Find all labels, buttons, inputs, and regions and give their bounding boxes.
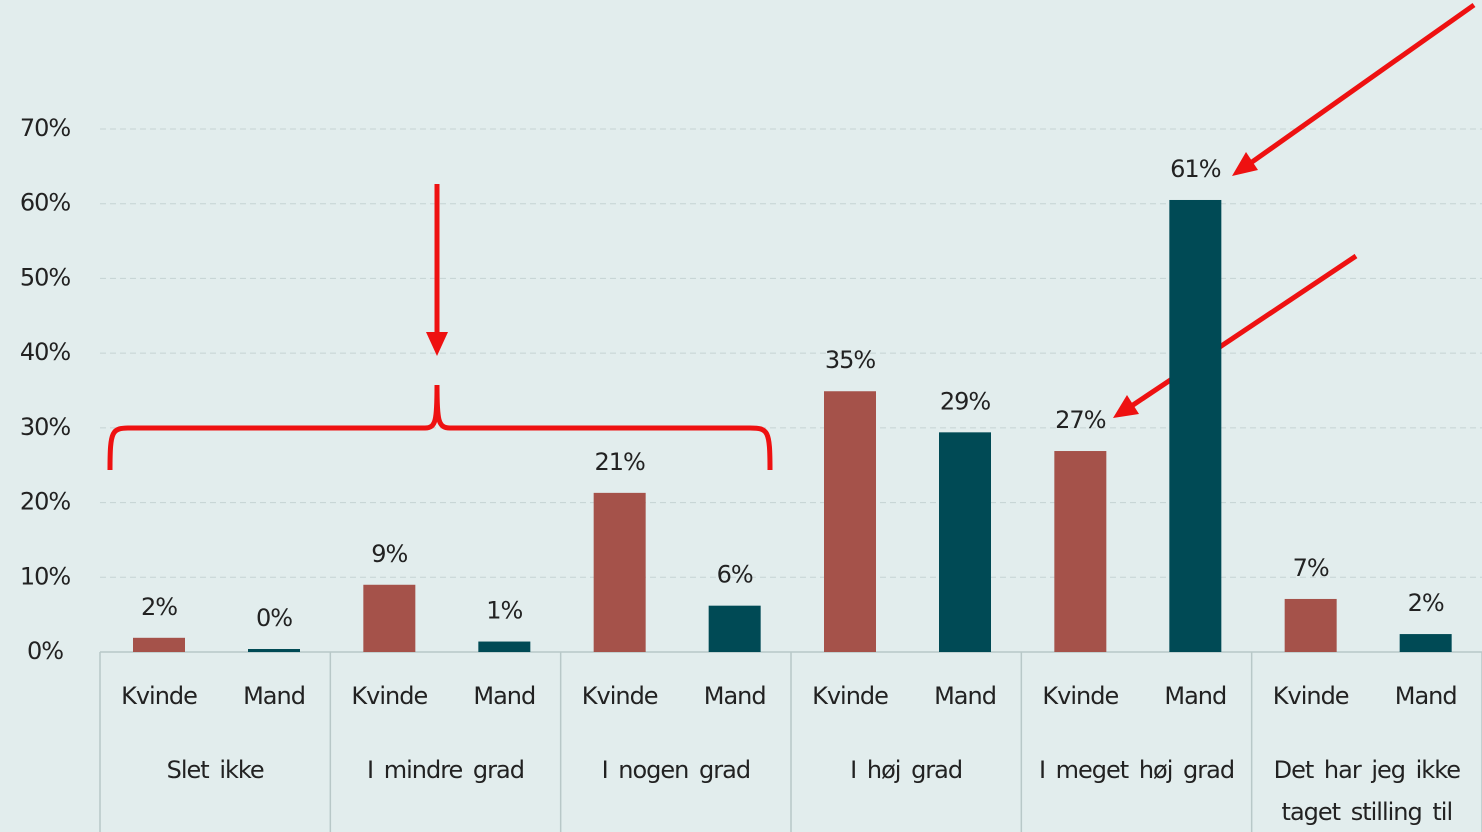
value-label: 29% — [940, 387, 991, 415]
bar — [1054, 451, 1107, 652]
category-label: Det har jeg ikke taget stilling til — [1273, 756, 1461, 826]
category-label: I nogen grad — [601, 756, 751, 784]
annotations — [107, 2, 1476, 471]
y-tick-label: 0% — [27, 637, 63, 665]
bar — [1399, 634, 1452, 652]
value-label: 35% — [825, 346, 876, 374]
arrow-head — [426, 332, 448, 356]
y-tick-label: 10% — [20, 562, 71, 590]
value-label: 27% — [1055, 406, 1106, 434]
y-tick-label: 70% — [20, 114, 71, 142]
category-label: I høj grad — [850, 756, 963, 784]
sub-category-label: Mand — [243, 682, 305, 710]
category-label: I meget høj grad — [1038, 756, 1235, 784]
arrow-head — [1232, 152, 1258, 176]
sub-category-label: Mand — [1164, 682, 1226, 710]
bar — [593, 492, 646, 652]
value-label: 2% — [1408, 589, 1444, 617]
sub-category-label: Kvinde — [1273, 682, 1349, 710]
value-label: 2% — [141, 593, 177, 621]
y-tick-label: 40% — [20, 338, 71, 366]
bar — [824, 391, 876, 652]
sub-category-label: Kvinde — [582, 682, 658, 710]
value-label: 9% — [371, 540, 407, 568]
value-label: 1% — [486, 597, 522, 625]
y-tick-label: 20% — [20, 488, 71, 516]
bar — [363, 584, 416, 652]
sub-category-label: Kvinde — [121, 682, 197, 710]
y-tick-label: 60% — [20, 189, 71, 217]
sub-category-label: Mand — [1395, 682, 1457, 710]
arrow — [1250, 2, 1476, 165]
sub-category-label: Kvinde — [1042, 682, 1118, 710]
bar — [133, 637, 185, 652]
bar — [1169, 199, 1222, 652]
bar — [1284, 598, 1337, 652]
arrow-head — [1113, 395, 1139, 418]
sub-category-label: Kvinde — [351, 682, 427, 710]
sub-category-label: Mand — [704, 682, 766, 710]
category-label: Slet ikke — [166, 756, 265, 784]
value-label: 21% — [594, 448, 645, 476]
y-tick-label: 50% — [20, 263, 71, 291]
sub-category-label: Mand — [473, 682, 535, 710]
value-label: 0% — [256, 604, 292, 632]
value-label: 7% — [1293, 554, 1329, 582]
sub-category-label: Mand — [934, 682, 996, 710]
sub-category-label: Kvinde — [812, 682, 888, 710]
value-label: 61% — [1170, 155, 1221, 183]
bar — [248, 649, 300, 652]
bar — [939, 432, 991, 652]
category-label: I mindre grad — [367, 756, 525, 784]
value-label: 6% — [717, 561, 753, 589]
bar — [708, 605, 761, 652]
y-tick-label: 30% — [20, 413, 71, 441]
bar — [478, 641, 531, 652]
bracket — [107, 384, 773, 471]
